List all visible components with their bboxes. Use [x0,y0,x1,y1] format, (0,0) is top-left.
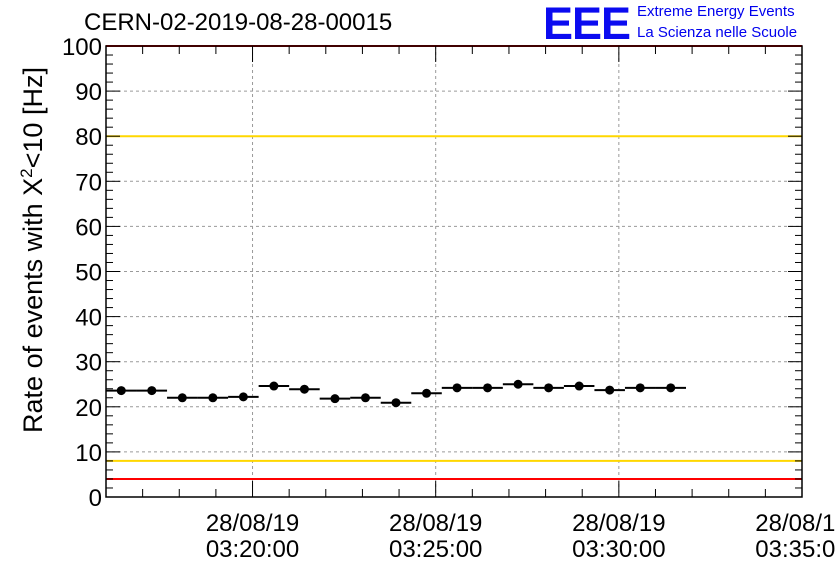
x-tick-label-date: 28/08/19 [206,510,299,537]
x-tick-label-time: 03:35:00 [755,536,836,563]
data-point [147,386,157,396]
y-tick-label: 70 [75,169,102,196]
y-tick-label: 100 [62,34,102,61]
data-point [269,381,279,391]
y-tick-label: 80 [75,124,102,151]
y-tick-label: 30 [75,350,102,377]
data-point [330,394,340,404]
data-point [360,393,370,403]
y-tick-label: 60 [75,214,102,241]
logo-line-2: La Scienza nelle Scuole [637,24,798,41]
eee-logo: EEE [543,0,631,49]
y-tick-label: 90 [75,79,102,106]
data-points [106,379,686,408]
data-point [544,383,554,393]
data-point [238,392,248,402]
data-point [208,393,218,403]
x-tick-label-date: 28/08/19 [389,510,482,537]
data-point [391,398,401,408]
x-tick-label-time: 03:20:00 [206,536,299,563]
data-point [422,388,432,398]
data-point [452,383,462,393]
x-tick-label-date: 28/08/19 [572,510,665,537]
data-point [483,383,493,393]
axis-ticks [105,45,803,498]
logo-line-1: Extreme Energy Events [637,3,795,20]
data-point [666,383,676,393]
tick-labels: 010203040506070809010028/08/1903:20:0028… [62,34,836,563]
x-tick-label-time: 03:25:00 [389,536,482,563]
reference-lines [106,45,802,480]
data-point [574,381,584,391]
y-tick-label: 50 [75,260,102,287]
data-point [513,379,523,389]
y-tick-label: 20 [75,395,102,422]
data-point [299,384,309,394]
y-tick-label: 0 [89,485,102,512]
y-tick-label: 40 [75,305,102,332]
grid-lines [106,46,802,497]
y-tick-label: 10 [75,440,102,467]
data-point [177,393,187,403]
x-tick-label-time: 03:30:00 [572,536,665,563]
data-point [116,386,126,396]
x-tick-label-date: 28/08/19 [755,510,836,537]
data-point [605,385,615,395]
data-point [635,383,645,393]
chart-title: CERN-02-2019-08-28-00015 [84,9,393,36]
